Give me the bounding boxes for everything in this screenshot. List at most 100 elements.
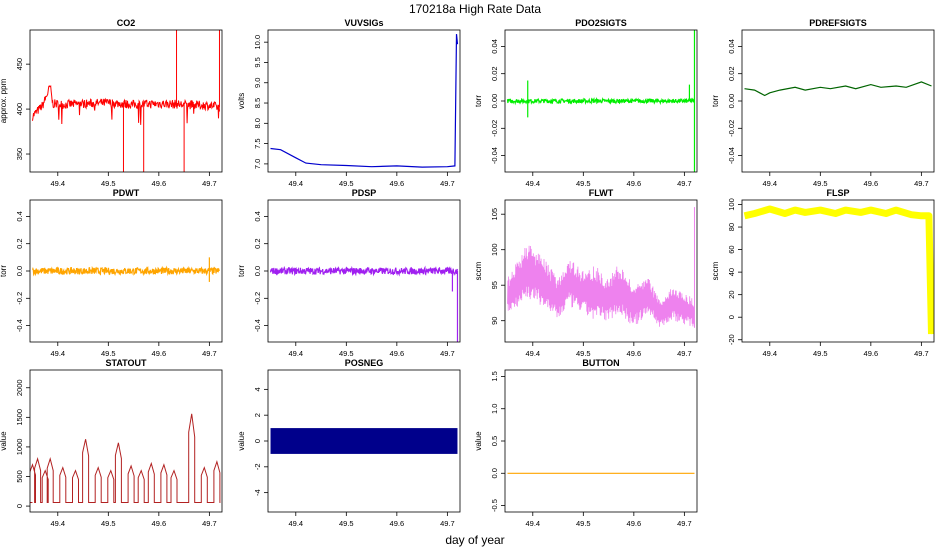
plot-area xyxy=(269,265,459,342)
panel-title: VUVSIGs xyxy=(344,18,383,28)
x-tick-label: 49.7 xyxy=(202,519,217,528)
plot-frame xyxy=(504,29,698,173)
x-tick-label: 49.4 xyxy=(288,349,303,358)
y-tick-label: 0.04 xyxy=(490,39,499,54)
x-tick-label: 49.6 xyxy=(390,179,405,188)
series-line xyxy=(31,265,220,277)
plot-frame xyxy=(29,199,223,343)
x-tick-label: 49.4 xyxy=(525,519,540,528)
y-tick-label: 90 xyxy=(490,317,499,325)
y-tick-label: 0.0 xyxy=(253,266,262,276)
y-tick-label: 0.4 xyxy=(15,211,24,221)
y-tick-label: 9.5 xyxy=(253,57,262,67)
y-tick-label: 60 xyxy=(727,245,736,253)
shared-xlabel: day of year xyxy=(445,533,504,547)
x-tick-label: 49.5 xyxy=(339,179,354,188)
drop-line xyxy=(928,215,933,335)
y-tick-label: 0.5 xyxy=(490,436,499,446)
y-axis-label: volts xyxy=(237,93,246,109)
panel-pdo2sigts: PDO2SIGTS torr 49.4 49.5 49.6 49.7 -0.04 -0.02 0… xyxy=(474,18,698,188)
y-tick-label: -0.2 xyxy=(15,292,24,305)
x-tick-label: 49.4 xyxy=(50,179,65,188)
x-tick-label: 49.5 xyxy=(339,519,354,528)
x-tick-label: 49.7 xyxy=(677,519,692,528)
y-tick-label: -20 xyxy=(727,334,736,345)
x-tick-label: 49.7 xyxy=(914,349,929,358)
series-line xyxy=(506,96,695,106)
y-tick-label: -0.4 xyxy=(253,319,262,332)
y-tick-label: 7.0 xyxy=(253,159,262,169)
panel-title: POSNEG xyxy=(345,358,384,368)
y-tick-label: 0.04 xyxy=(727,39,736,54)
y-tick-label: 0.2 xyxy=(15,238,24,248)
figure-title: 170218a High Rate Data xyxy=(409,2,541,16)
y-tick-label: 1.0 xyxy=(490,404,499,414)
panel-title: BUTTON xyxy=(582,358,619,368)
y-axis-label: torr xyxy=(0,265,8,277)
y-tick-label: 9.0 xyxy=(253,78,262,88)
plot-frame xyxy=(267,369,461,513)
y-tick-label: -2 xyxy=(253,463,262,470)
series-line xyxy=(32,84,220,125)
y-tick-label: 1500 xyxy=(15,409,24,426)
x-tick-label: 49.4 xyxy=(525,349,540,358)
y-tick-label: 0 xyxy=(15,504,24,508)
y-tick-label: -0.2 xyxy=(253,292,262,305)
panel-title: PDWT xyxy=(113,188,140,198)
x-tick-label: 49.7 xyxy=(440,349,455,358)
x-tick-label: 49.7 xyxy=(440,179,455,188)
x-tick-label: 49.5 xyxy=(576,349,591,358)
y-tick-label: 0.4 xyxy=(253,211,262,221)
panel-pdwt: PDWT torr 49.4 49.5 49.6 49.7 -0.4 -0.2 0.0 0.2 0.… xyxy=(0,188,223,358)
y-tick-label: 100 xyxy=(490,243,499,256)
y-tick-label: 1.5 xyxy=(490,371,499,381)
panel-title: PDREFSIGTS xyxy=(809,18,867,28)
series-line xyxy=(269,265,458,277)
x-tick-label: 49.7 xyxy=(914,179,929,188)
series-line xyxy=(743,205,934,335)
y-tick-label: 0.00 xyxy=(490,94,499,109)
panel-title: PDSP xyxy=(352,188,377,198)
plot-frame xyxy=(741,199,935,343)
x-tick-label: 49.6 xyxy=(390,519,405,528)
x-tick-label: 49.6 xyxy=(152,349,167,358)
plot-area xyxy=(743,205,934,335)
y-tick-label: 10.0 xyxy=(253,35,262,50)
plot-area xyxy=(270,34,459,168)
y-axis-label: torr xyxy=(711,95,720,107)
x-tick-label: 49.6 xyxy=(627,179,642,188)
x-tick-label: 49.4 xyxy=(525,179,540,188)
panel-title: CO2 xyxy=(117,18,136,28)
x-tick-label: 49.6 xyxy=(152,179,167,188)
y-tick-label: 0.00 xyxy=(727,94,736,109)
y-tick-label: 7.5 xyxy=(253,138,262,148)
y-tick-label: 1000 xyxy=(15,439,24,456)
y-axis-label: approx. ppm xyxy=(0,78,8,123)
y-tick-label: 100 xyxy=(727,198,736,211)
x-tick-label: 49.5 xyxy=(576,179,591,188)
panel-vuvsigs: VUVSIGs volts 49.4 49.5 49.6 49.7 7.0 7.5 8.0 8.5… xyxy=(237,18,461,188)
panel-title: STATOUT xyxy=(106,358,147,368)
x-tick-label: 49.5 xyxy=(339,349,354,358)
series-band xyxy=(270,428,458,454)
panel-title: FLSP xyxy=(826,188,849,198)
plot-frame xyxy=(741,29,935,173)
x-tick-label: 49.5 xyxy=(813,349,828,358)
x-tick-label: 49.7 xyxy=(202,349,217,358)
y-tick-label: 500 xyxy=(15,470,24,483)
plot-area xyxy=(31,257,220,282)
plot-frame xyxy=(267,29,461,173)
plot-frame xyxy=(504,199,698,343)
y-tick-label: -0.02 xyxy=(490,120,499,137)
y-axis-label: sccm xyxy=(474,261,483,280)
y-tick-label: 0.02 xyxy=(727,66,736,81)
y-tick-label: 8.0 xyxy=(253,118,262,128)
series-line xyxy=(507,245,695,327)
x-tick-label: 49.7 xyxy=(440,519,455,528)
y-tick-label: 8.5 xyxy=(253,98,262,108)
x-tick-label: 49.6 xyxy=(864,349,879,358)
series-line xyxy=(270,34,459,168)
plot-area xyxy=(507,207,695,328)
x-tick-label: 49.6 xyxy=(390,349,405,358)
x-tick-label: 49.4 xyxy=(288,519,303,528)
